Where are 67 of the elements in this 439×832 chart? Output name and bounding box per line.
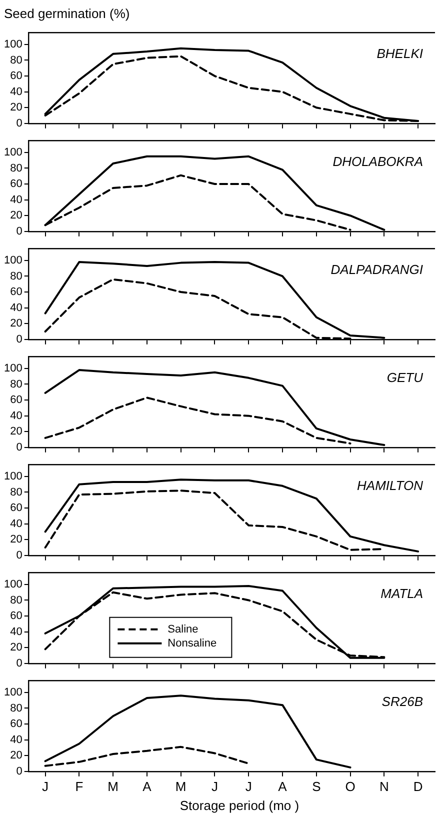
- y-tick-label: 20: [10, 750, 22, 762]
- y-tick-label: 100: [4, 38, 22, 50]
- x-tick-label: N: [379, 778, 389, 794]
- y-tick-label: 20: [10, 534, 22, 546]
- y-tick-label: 100: [4, 362, 22, 374]
- y-tick-label: 60: [10, 718, 22, 730]
- y-tick-label: 100: [4, 578, 22, 590]
- y-tick-label: 100: [4, 146, 22, 158]
- y-tick-label: 0: [16, 441, 22, 454]
- x-tick-label: M: [175, 778, 186, 794]
- y-tick-label: 0: [16, 225, 22, 238]
- x-tick-label: J: [42, 778, 49, 794]
- x-tick-label: M: [108, 778, 118, 794]
- x-tick-label: O: [345, 778, 356, 794]
- x-tick-label: F: [75, 778, 84, 794]
- y-tick-label: 40: [10, 302, 22, 314]
- y-tick-label: 60: [10, 502, 22, 514]
- text: DALPADRANGI: [330, 262, 424, 278]
- x-tick-label: S: [312, 778, 322, 794]
- text: MATLA: [380, 586, 423, 602]
- legend-label: Nonsaline: [168, 637, 217, 650]
- y-tick-label: 80: [10, 594, 22, 606]
- y-tick-label: 0: [16, 549, 22, 562]
- y-tick-label: 20: [10, 642, 22, 654]
- text: GETU: [386, 370, 424, 386]
- y-tick-label: 80: [10, 270, 22, 282]
- text: SR26B: [382, 694, 424, 710]
- y-tick-label: 20: [10, 210, 22, 222]
- text: DHOLABOKRA: [332, 154, 423, 170]
- y-tick-label: 100: [4, 470, 22, 482]
- y-tick-label: 60: [10, 178, 22, 190]
- text: BHELKI: [376, 46, 424, 62]
- y-tick-label: 40: [10, 734, 22, 746]
- x-tick-label: A: [142, 778, 152, 794]
- y-tick-label: 20: [10, 426, 22, 438]
- y-tick-label: 60: [10, 610, 22, 622]
- y-tick-label: 60: [10, 286, 22, 298]
- y-tick-label: 40: [10, 86, 22, 98]
- y-tick-label: 0: [16, 117, 22, 130]
- text: HAMILTON: [357, 478, 424, 494]
- y-tick-label: 80: [10, 486, 22, 498]
- y-tick-label: 20: [10, 102, 22, 114]
- y-tick-label: 40: [10, 194, 22, 206]
- x-axis-title: Storage period (mo ): [178, 798, 300, 815]
- line-series: [44, 746, 250, 767]
- y-tick-label: 60: [10, 394, 22, 406]
- y-tick-label: 0: [16, 657, 22, 670]
- y-tick-label: 0: [16, 765, 22, 778]
- y-tick-label: 60: [10, 70, 22, 82]
- y-tick-label: 80: [10, 378, 22, 390]
- y-tick-label: 40: [10, 518, 22, 530]
- y-tick-label: 40: [10, 626, 22, 638]
- y-axis-title: Seed germination (%): [3, 5, 131, 23]
- y-tick-label: 80: [10, 162, 22, 174]
- line-series: [44, 396, 352, 444]
- y-tick-label: 0: [16, 333, 22, 346]
- x-tick-label: D: [413, 778, 423, 794]
- y-tick-label: 100: [4, 254, 22, 266]
- y-tick-label: 80: [10, 702, 22, 714]
- x-tick-label: A: [278, 778, 288, 794]
- y-tick-label: 40: [10, 410, 22, 422]
- x-tick-label: J: [211, 778, 218, 794]
- y-tick-label: 20: [10, 318, 22, 330]
- y-tick-label: 100: [4, 686, 22, 698]
- legend-label: Saline: [168, 623, 198, 636]
- x-tick-label: J: [245, 778, 252, 794]
- y-tick-label: 80: [10, 54, 22, 66]
